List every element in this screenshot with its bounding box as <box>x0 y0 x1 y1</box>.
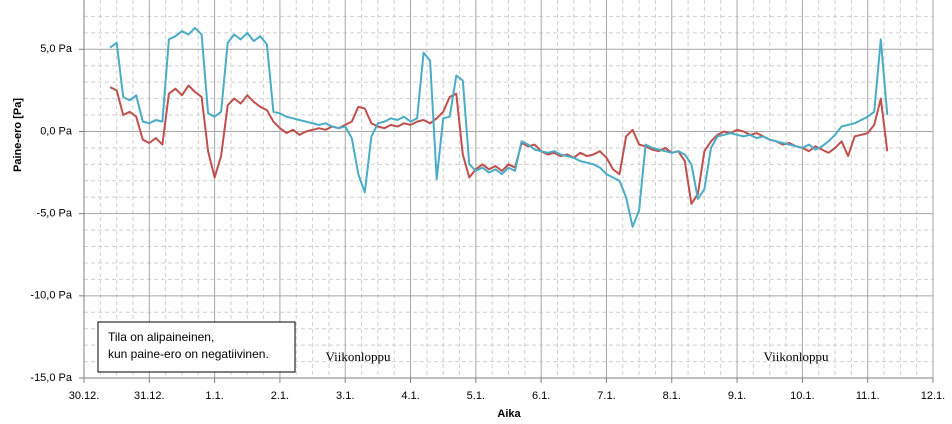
annotation: Viikonloppu <box>764 349 829 364</box>
y-tick-label: -15,0 Pa <box>30 372 72 384</box>
x-axis-title: Aika <box>497 408 521 420</box>
annotation: Viikonloppu <box>326 349 391 364</box>
x-tick-label: 2.1. <box>271 390 289 402</box>
x-tick-label: 3.1. <box>336 390 354 402</box>
y-tick-label: -5,0 Pa <box>37 208 73 220</box>
note-box <box>97 321 296 373</box>
x-tick-label: 30.12. <box>69 390 100 402</box>
y-axis-title: Paine-ero [Pa] <box>12 98 24 172</box>
x-tick-label: 10.1. <box>790 390 814 402</box>
note-text: Tila on alipaineinen, <box>108 330 214 344</box>
x-tick-label: 6.1. <box>532 390 550 402</box>
y-tick-label: 0,0 Pa <box>40 125 73 137</box>
x-tick-label: 11.1. <box>856 390 880 402</box>
x-tick-label: 9.1. <box>728 390 746 402</box>
x-tick-label: 8.1. <box>663 390 681 402</box>
x-tick-label: 1.1. <box>205 390 223 402</box>
x-tick-label: 31.12. <box>134 390 165 402</box>
x-tick-label: 7.1. <box>597 390 615 402</box>
x-tick-label: 4.1. <box>401 390 419 402</box>
note-text: kun paine-ero on negatiivinen. <box>108 347 269 361</box>
x-tick-label: 5.1. <box>467 390 485 402</box>
series-line <box>109 84 889 205</box>
y-tick-label: 5,0 Pa <box>40 43 73 55</box>
series-line <box>109 26 889 228</box>
x-tick-label: 12.1. <box>921 390 945 402</box>
y-tick-label: -10,0 Pa <box>30 290 72 302</box>
